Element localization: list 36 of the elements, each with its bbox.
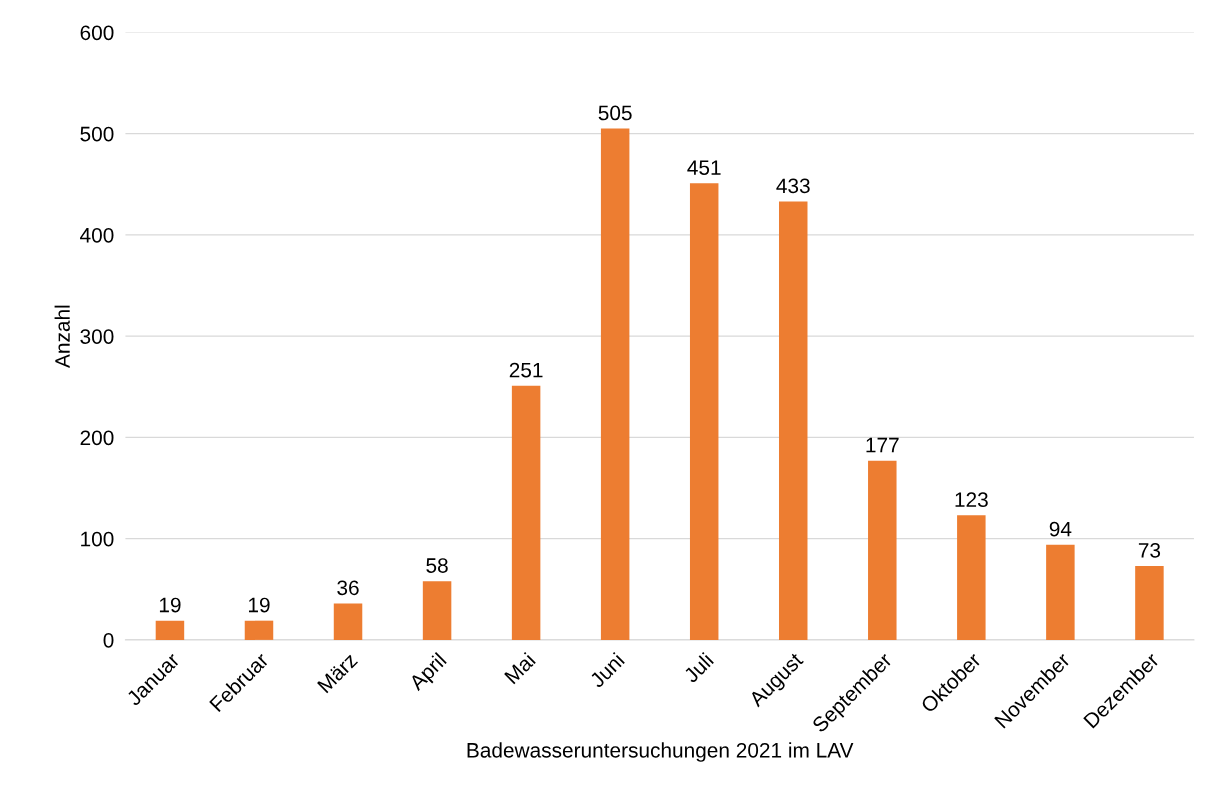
bar [600,128,630,640]
bar [422,581,452,640]
data-label: 433 [776,178,810,194]
bar [333,603,363,640]
data-label: 177 [866,437,899,453]
bar [511,385,541,640]
y-tick-label: 0 [103,632,114,648]
data-label: 73 [1138,542,1161,558]
y-tick-label: 100 [81,531,114,547]
x-tick-label: Juli [682,652,715,684]
data-label: 19 [159,597,181,613]
y-axis-title: Anzahl [54,305,70,368]
data-label: 94 [1049,521,1072,537]
data-label: 19 [248,597,270,613]
bar [1046,544,1075,640]
data-label: 58 [426,558,448,573]
y-tick-label: 600 [80,25,114,41]
bar [244,620,274,640]
data-label: 123 [955,492,988,508]
x-tick-label: Juni [588,652,625,689]
y-tick-label: 500 [80,126,114,142]
y-tick-label: 300 [80,329,114,344]
x-tick-label: Mai [503,652,536,685]
y-tick-label: 200 [80,430,114,446]
data-label: 505 [598,105,632,121]
data-label: 251 [509,362,543,378]
bar [1135,565,1164,640]
y-tick-label: 400 [80,227,114,243]
bar [868,460,897,640]
bar [689,183,719,640]
bar [779,201,808,640]
x-axis-title: Badewasseruntersuchungen 2021 im LAV [467,742,854,762]
data-label: 36 [337,580,359,596]
bar [957,515,986,640]
bar [155,620,185,640]
data-label: 451 [687,160,721,175]
